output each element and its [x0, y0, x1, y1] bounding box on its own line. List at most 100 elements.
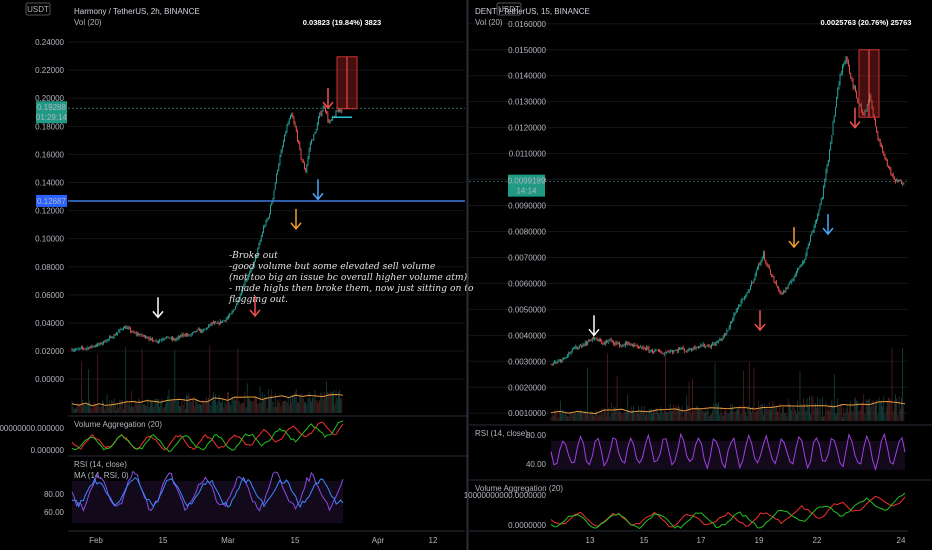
- candle-body: [308, 149, 310, 158]
- candle-body: [569, 352, 571, 354]
- candle-body: [111, 336, 113, 339]
- volume-bar: [301, 397, 303, 413]
- candle-body: [251, 267, 253, 270]
- volume-bar: [290, 398, 291, 413]
- candle-body: [636, 345, 638, 347]
- candle-body: [692, 349, 694, 351]
- volume-bar: [119, 399, 121, 413]
- candle-body: [259, 240, 261, 245]
- volume-bar: [232, 399, 234, 413]
- candle-body: [131, 331, 132, 332]
- volume-bar: [757, 410, 758, 421]
- panel-background: [469, 0, 932, 550]
- pane-indicator-line: [550, 492, 906, 530]
- candle-body: [700, 345, 702, 347]
- volume-bar: [892, 411, 894, 421]
- volume-bar: [838, 406, 840, 421]
- volume-bar: [217, 400, 219, 413]
- candle-body: [628, 342, 630, 344]
- volume-bar: [292, 394, 294, 413]
- volume-bar: [306, 404, 308, 413]
- candle-body: [132, 331, 134, 333]
- candle-body: [591, 337, 593, 341]
- volume-bar: [162, 407, 164, 413]
- volume-bar: [704, 412, 705, 421]
- volume-bar: [128, 402, 130, 413]
- volume-bar: [189, 396, 191, 413]
- candle-body: [140, 334, 142, 335]
- candle-body: [573, 348, 574, 349]
- volume-bar: [250, 400, 252, 413]
- candle-body: [871, 100, 873, 109]
- candle-body: [623, 345, 625, 347]
- candle-body: [722, 335, 724, 339]
- volume-bar: [203, 401, 205, 413]
- volume-bar: [244, 391, 246, 413]
- annotation-arrow-head: [290, 222, 302, 231]
- volume-bar: [272, 401, 274, 413]
- candle-body: [337, 109, 339, 112]
- volume-bar: [819, 398, 821, 421]
- volume-bar: [813, 406, 815, 421]
- volume-bar: [257, 403, 259, 413]
- volume-bar: [169, 399, 171, 413]
- volume-bar: [180, 406, 181, 413]
- candle-body: [144, 335, 145, 337]
- candle-body: [323, 106, 325, 108]
- candle-body: [597, 339, 599, 342]
- candle-body: [92, 346, 94, 347]
- candle-body: [188, 334, 190, 336]
- y-tick-label: 0.22000: [35, 66, 64, 75]
- volume-bar: [825, 401, 827, 421]
- volume-bar: [673, 404, 675, 421]
- volume-bar: [755, 409, 757, 421]
- candle-body: [857, 97, 859, 104]
- candle-body: [682, 347, 684, 349]
- candle-body: [232, 310, 234, 312]
- candle-body: [238, 298, 240, 302]
- volume-bar: [877, 414, 879, 421]
- volume-bar: [845, 408, 847, 421]
- candle-body: [844, 62, 846, 65]
- pane-indicator-line: [550, 495, 906, 528]
- candle-body: [606, 341, 607, 343]
- y-tick-label: 0.0020000: [508, 383, 546, 392]
- candle-body: [122, 328, 124, 329]
- candle-body: [550, 363, 552, 365]
- volume-bar: [93, 401, 95, 413]
- candle-body: [721, 338, 723, 340]
- candle-body: [273, 190, 275, 198]
- candle-body: [200, 329, 201, 332]
- candle-body: [656, 349, 658, 351]
- volume-bar: [720, 407, 722, 421]
- volume-bar: [555, 411, 557, 421]
- candle-body: [585, 342, 587, 345]
- candle-body: [169, 338, 171, 340]
- volume-bar: [574, 413, 575, 421]
- candle-body: [604, 342, 606, 345]
- candle-body: [105, 341, 107, 343]
- candle-body: [724, 333, 725, 336]
- volume-bar: [280, 406, 282, 413]
- candle-body: [865, 109, 867, 110]
- candle-body: [619, 342, 620, 347]
- candle-body: [859, 104, 861, 107]
- candle-body: [80, 347, 82, 348]
- volume-bar: [681, 405, 683, 421]
- volume-bar: [668, 410, 670, 421]
- volume-bar: [573, 414, 574, 421]
- candle-body: [274, 182, 276, 191]
- candle-body: [211, 322, 213, 325]
- candle-body: [676, 350, 678, 352]
- volume-bar: [291, 401, 292, 413]
- volume-bar: [239, 404, 241, 413]
- volume-bar: [184, 408, 186, 413]
- candle-body: [796, 271, 797, 275]
- candle-body: [600, 339, 601, 342]
- candle-body: [731, 321, 732, 324]
- volume-bar: [582, 413, 584, 421]
- volume-bar: [212, 392, 214, 413]
- candle-body: [584, 342, 586, 346]
- volume-bar: [869, 398, 870, 421]
- candle-body: [286, 125, 288, 133]
